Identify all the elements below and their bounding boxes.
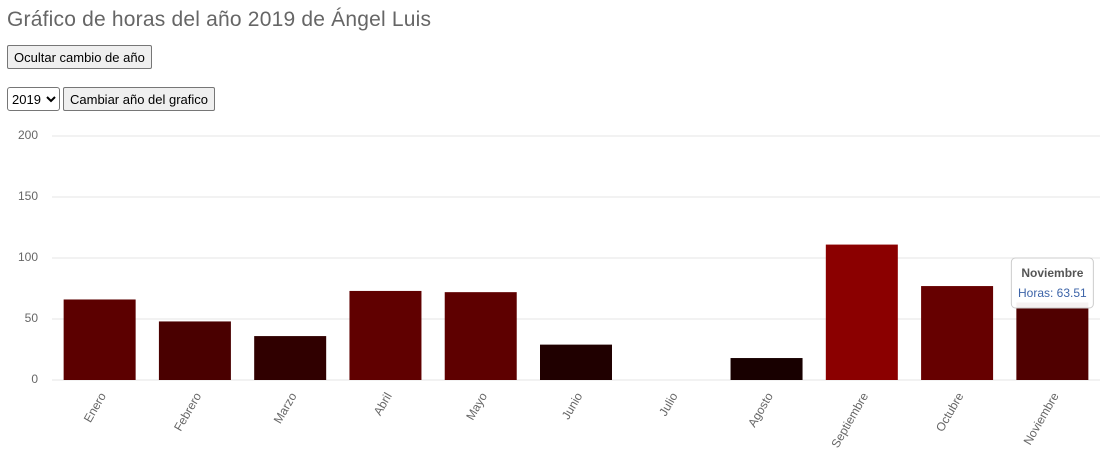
bar: [63, 299, 136, 380]
x-tick-label: Abril: [371, 390, 395, 418]
x-tick-label: Julio: [656, 390, 681, 419]
tooltip: Noviembre Horas: 63.51: [1010, 257, 1094, 309]
bar: [444, 292, 517, 380]
x-tick-label: Enero: [81, 390, 109, 425]
x-tick-label: Agosto: [745, 390, 776, 430]
x-tick-label: Mayo: [463, 390, 490, 423]
bar: [349, 290, 422, 380]
bar: [1016, 302, 1089, 380]
bar: [540, 344, 612, 380]
x-tick-label: Septiembre: [828, 390, 871, 450]
x-tick-label: Febrero: [171, 390, 204, 434]
y-tick-label: 100: [18, 250, 38, 264]
y-tick-label: 0: [31, 372, 38, 386]
bar: [254, 336, 327, 380]
page-title: Gráfico de horas del año 2019 de Ángel L…: [7, 8, 432, 31]
toggle-button[interactable]: Ocultar cambio de año: [7, 45, 152, 69]
tooltip-text: Horas: 63.51: [1018, 286, 1087, 300]
y-tick-label: 200: [18, 128, 38, 142]
tooltip-box: [1010, 257, 1094, 309]
x-tick-label: Octubre: [933, 390, 967, 434]
x-tick-label: Noviembre: [1021, 390, 1062, 448]
y-tick-label: 150: [18, 189, 38, 203]
bar: [921, 286, 994, 380]
bar: [158, 321, 231, 380]
year-select[interactable]: 2019: [7, 87, 60, 111]
x-tick-label: Junio: [559, 390, 586, 422]
x-tick-label: Marzo: [271, 390, 300, 426]
change-year-button[interactable]: Cambiar año del grafico: [63, 87, 216, 111]
bar: [730, 358, 803, 380]
bar: [825, 244, 898, 380]
tooltip-title: Noviembre: [1021, 266, 1083, 280]
y-tick-label: 50: [25, 311, 39, 325]
